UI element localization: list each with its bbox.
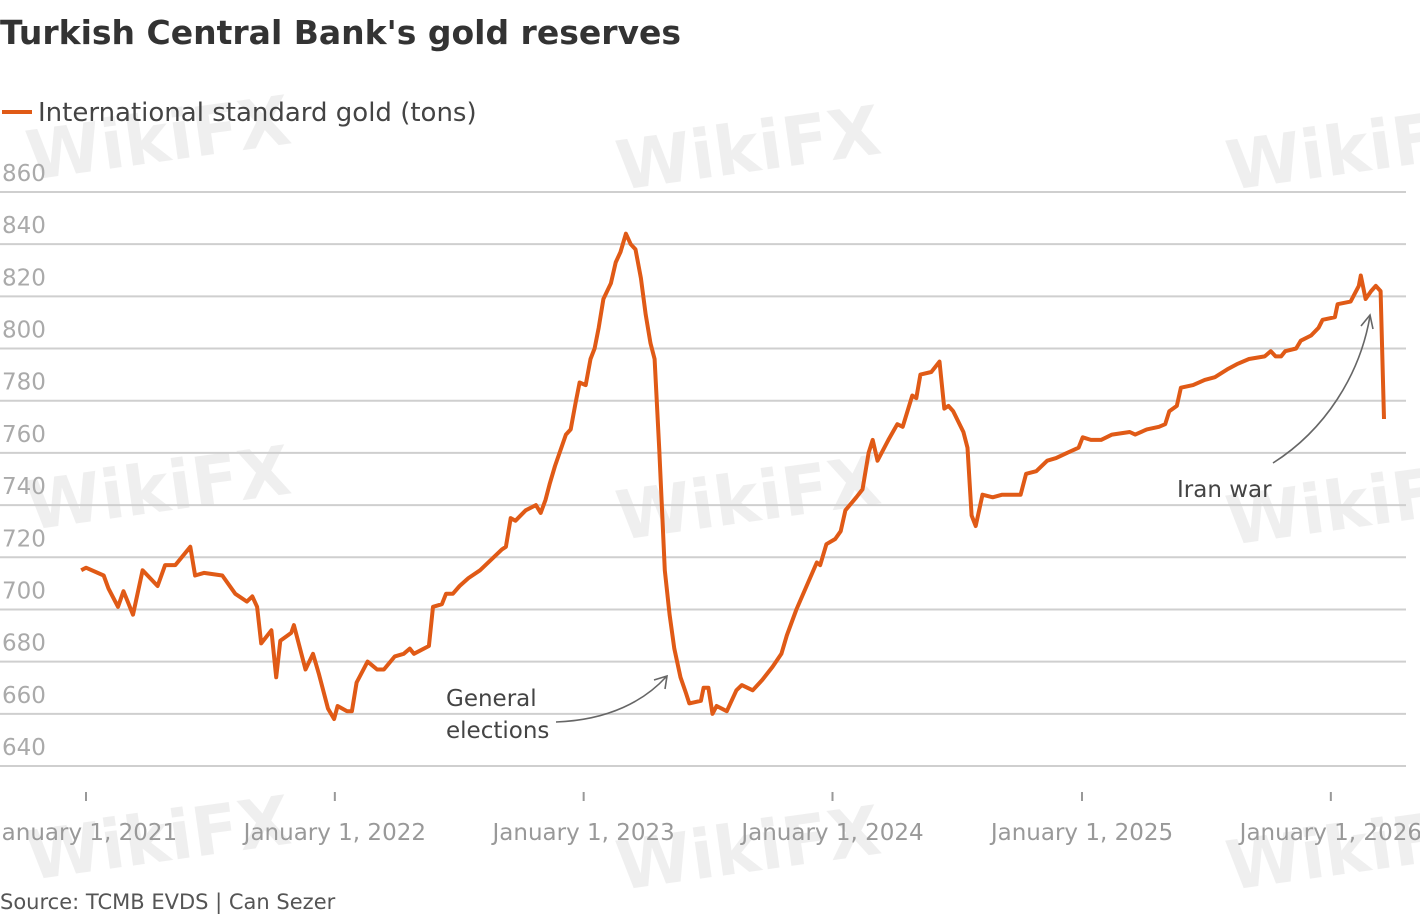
y-tick-label: 800 bbox=[2, 318, 46, 344]
arrowhead-icon bbox=[653, 674, 668, 690]
watermark-logo: WikiFX bbox=[611, 442, 885, 557]
annotation-iran-war: Iran war bbox=[1177, 313, 1374, 503]
x-tick-label: January 1, 2022 bbox=[242, 820, 426, 846]
annotation-arrow bbox=[1272, 315, 1371, 464]
y-tick-label: 700 bbox=[2, 578, 46, 604]
chart-title: Turkish Central Bank's gold reserves bbox=[0, 13, 681, 52]
y-tick-label: 840 bbox=[2, 213, 46, 239]
annotation-text: Iran war bbox=[1177, 477, 1272, 503]
y-tick-label: 760 bbox=[2, 422, 46, 448]
watermark-logo: WikiFX bbox=[1221, 92, 1420, 207]
y-axis: 860 840 820 800 780 760 740 720 700 680 660 640 bbox=[0, 161, 1406, 767]
annotation-text: elections bbox=[446, 718, 549, 744]
annotation-arrow bbox=[555, 676, 667, 723]
source-note: Source: TCMB EVDS | Can Sezer bbox=[0, 890, 336, 915]
x-tick-label: January 1, 2026 bbox=[1238, 820, 1420, 846]
x-tick-label: January 1, 2023 bbox=[491, 820, 675, 846]
y-tick-label: 660 bbox=[2, 683, 46, 709]
y-tick-label: 860 bbox=[2, 161, 46, 187]
legend-label: International standard gold (tons) bbox=[38, 98, 477, 128]
y-tick-label: 640 bbox=[2, 735, 46, 761]
watermark-logo: WikiFX bbox=[1221, 792, 1420, 907]
arrowhead-icon bbox=[1360, 313, 1374, 330]
annotation-text: General bbox=[446, 686, 537, 712]
y-tick-label: 820 bbox=[2, 265, 46, 291]
series-line-gold bbox=[80, 231, 1386, 721]
y-tick-label: 720 bbox=[2, 526, 46, 552]
watermark-logo: WikiFX bbox=[611, 92, 885, 207]
y-tick-label: 680 bbox=[2, 631, 46, 657]
x-axis: January 1, 2021 January 1, 2022 January 1,… bbox=[0, 792, 1420, 846]
legend: International standard gold (tons) bbox=[2, 98, 477, 128]
annotation-general-elections: General elections bbox=[446, 674, 668, 744]
watermark-logo: WikiFX bbox=[611, 792, 885, 907]
x-tick-label: January 1, 2025 bbox=[989, 820, 1173, 846]
x-tick-label: January 1, 2021 bbox=[0, 820, 177, 846]
y-tick-label: 740 bbox=[2, 474, 46, 500]
x-tick-label: January 1, 2024 bbox=[739, 820, 923, 846]
watermark-logo: WikiFX bbox=[21, 432, 295, 547]
y-tick-label: 780 bbox=[2, 370, 46, 396]
